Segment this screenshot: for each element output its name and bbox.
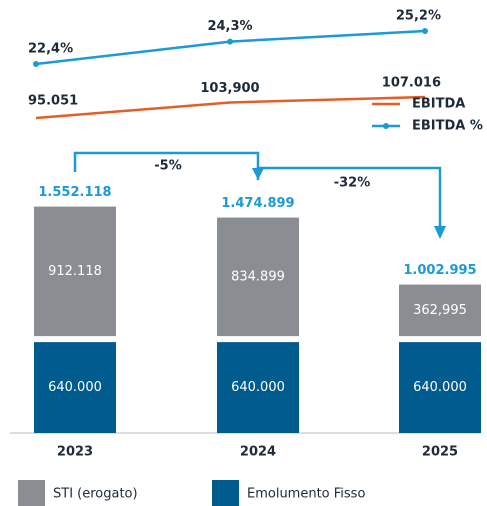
legend-label: EBITDA <box>412 97 465 112</box>
legend-swatch <box>383 123 389 129</box>
line-label: 95.051 <box>28 94 78 109</box>
bar-segment <box>34 206 116 337</box>
change-arrow <box>73 151 260 172</box>
arrow-head <box>434 226 446 239</box>
line-label: 103,900 <box>200 81 259 96</box>
annotation: -32% <box>334 176 371 191</box>
legend-label: Emolumento Fisso <box>247 487 365 502</box>
x-tick-label: 2025 <box>422 445 458 460</box>
bar-label: 640.000 <box>48 380 102 395</box>
total-label: 1.552.118 <box>38 185 111 200</box>
bar-segment <box>217 342 299 433</box>
line <box>35 29 426 66</box>
line-label: 107.016 <box>382 76 441 91</box>
line-point <box>33 61 39 67</box>
legend-label: STI (erogato) <box>53 487 138 502</box>
x-tick-label: 2023 <box>57 445 93 460</box>
bar-segment <box>34 342 116 433</box>
bar-segment <box>399 342 481 433</box>
total-label: 1.474.899 <box>221 196 294 211</box>
bar-label: 640.000 <box>231 380 285 395</box>
total-label: 1.002.995 <box>403 263 476 278</box>
bar-label: 362,995 <box>413 303 467 318</box>
bar-segment <box>399 284 481 337</box>
legend-label: EBITDA % <box>412 119 483 134</box>
line-label: 25,2% <box>396 9 441 24</box>
line <box>35 95 426 120</box>
line-label: 22,4% <box>28 42 73 57</box>
bar-segment <box>217 217 299 337</box>
bar-label: 834.899 <box>231 269 285 284</box>
legend-swatch <box>18 480 45 506</box>
line-point <box>422 28 428 34</box>
bar-label: 640.000 <box>413 380 467 395</box>
line-point <box>227 38 233 45</box>
x-tick-label: 2024 <box>240 445 276 460</box>
legend-swatch <box>212 480 239 506</box>
change-arrow <box>256 166 442 228</box>
bar-label: 912.118 <box>48 264 102 279</box>
line-label: 24,3% <box>207 19 252 34</box>
annotation: -5% <box>154 159 181 174</box>
